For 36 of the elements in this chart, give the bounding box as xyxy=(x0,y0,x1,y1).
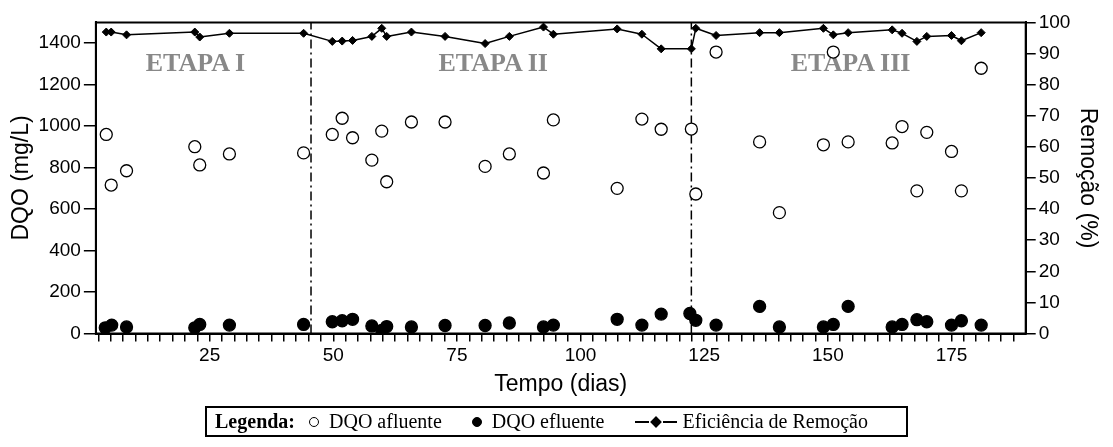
y-tick-label: 1200 xyxy=(38,72,81,94)
y-axis-title: DQO (mg/L) xyxy=(7,115,34,241)
y2-tick-label: 50 xyxy=(1038,166,1060,188)
y-tick-label: 600 xyxy=(49,197,81,219)
annotation: ETAPA I xyxy=(145,48,246,78)
y-tick-label: 400 xyxy=(49,238,81,260)
x-tick-label: 175 xyxy=(935,344,968,366)
legend-title: Legenda: xyxy=(215,410,296,433)
y-tick-label: 800 xyxy=(49,155,81,177)
y2-tick-label: 100 xyxy=(1038,10,1071,32)
y2-tick-label: 40 xyxy=(1038,197,1060,219)
y2-tick-label: 80 xyxy=(1038,72,1060,94)
y2-tick-label: 60 xyxy=(1038,135,1060,157)
y2-tick-label: 70 xyxy=(1038,103,1060,125)
y2-tick-label: 10 xyxy=(1038,290,1060,312)
legend-label: Eficiência de Remoção xyxy=(682,410,868,433)
legend-label: DQO efluente xyxy=(491,410,605,433)
legend-label: DQO afluente xyxy=(329,410,442,433)
y-tick-label: 200 xyxy=(49,280,81,302)
x-tick-label: 75 xyxy=(446,344,468,366)
y2-tick-label: 90 xyxy=(1038,41,1060,63)
y2-tick-label: 20 xyxy=(1038,259,1060,281)
y-tick-label: 1400 xyxy=(38,31,81,53)
annotation: ETAPA II xyxy=(438,48,548,78)
x-tick-label: 50 xyxy=(322,344,344,366)
y-tick-label: 1000 xyxy=(38,114,81,136)
x-axis-title: Tempo (dias) xyxy=(494,369,628,396)
x-tick-label: 150 xyxy=(812,344,844,366)
y2-tick-label: 0 xyxy=(1038,321,1050,343)
y2-tick-label: 30 xyxy=(1038,228,1060,250)
x-tick-label: 100 xyxy=(564,344,597,366)
x-tick-label: 125 xyxy=(688,344,721,366)
x-tick-label: 25 xyxy=(199,344,221,366)
y-tick-label: 0 xyxy=(70,321,81,343)
y2-axis-title: Remoção (%) xyxy=(1075,107,1102,249)
annotation: ETAPA III xyxy=(790,48,911,78)
